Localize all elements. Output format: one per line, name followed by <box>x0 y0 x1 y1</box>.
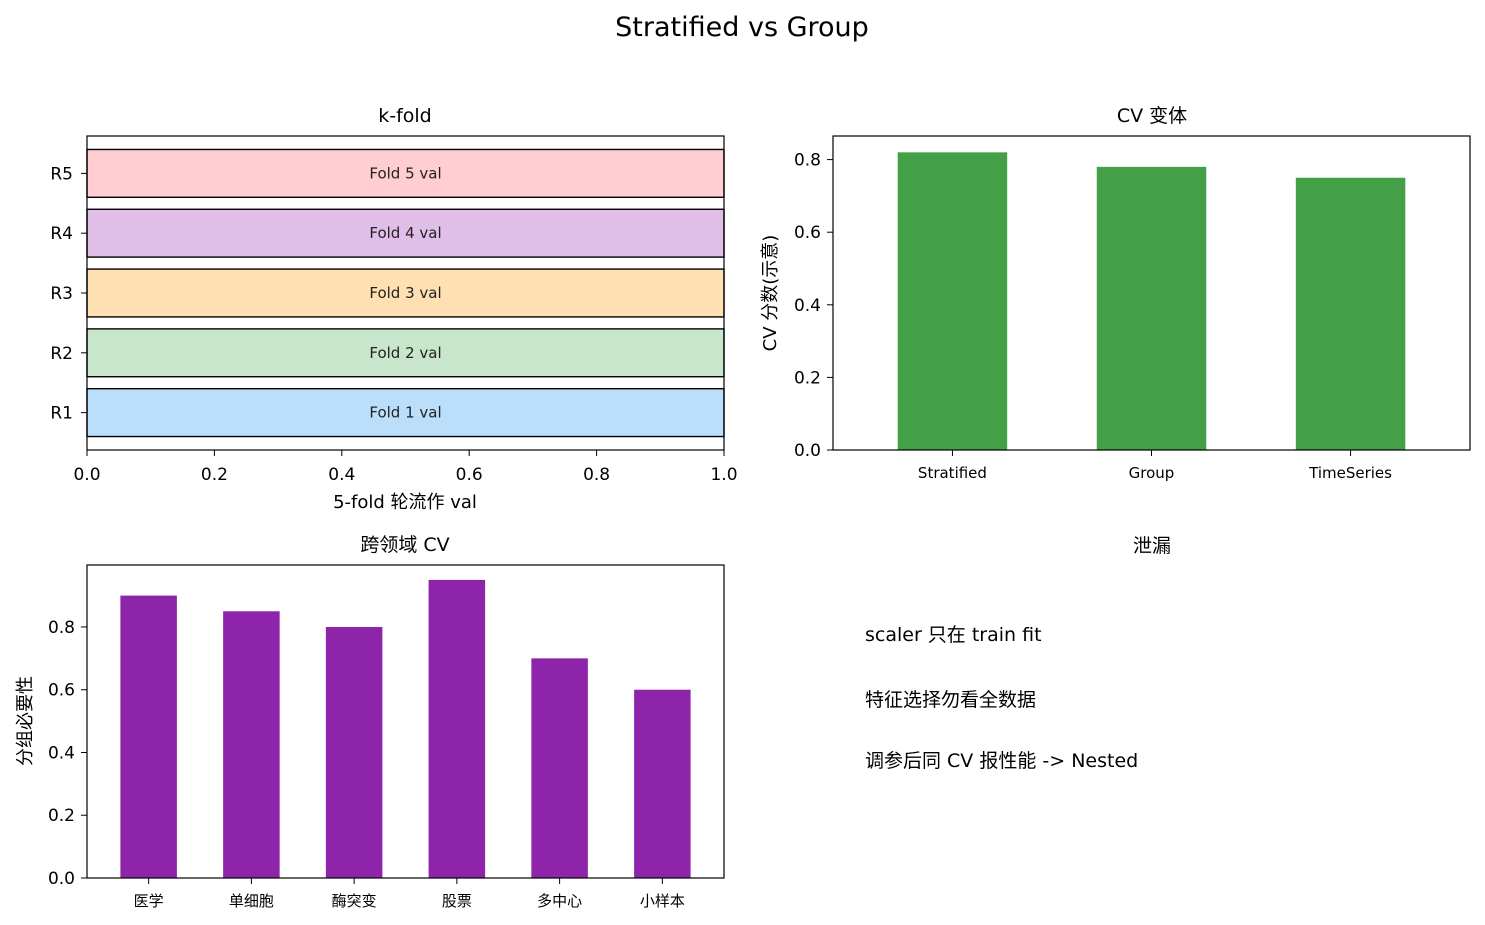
cv-variants-bar-3 <box>1295 177 1406 450</box>
kfold-ytick-label-2: R2 <box>50 344 73 364</box>
leakage-panel: 泄漏 scaler 只在 train fit 特征选择勿看全数据 调参后同 CV… <box>865 535 1171 772</box>
kfold-bar-2 <box>86 328 725 378</box>
cv-variants-xtick-label-1: Stratified <box>918 464 987 482</box>
kfold-bar-4 <box>86 208 725 258</box>
kfold-panel: k-fold Fold 1 val R1 Fold 2 val R2 Fold 3 va… <box>50 105 737 513</box>
kfold-ytick-label-1: R1 <box>50 404 73 424</box>
cross-domain-bar-3 <box>325 626 383 878</box>
figure-title: Stratified vs Group <box>615 12 869 43</box>
kfold-axes-frame <box>86 135 725 451</box>
cross-domain-panel: 跨领域 CV 医学 单细胞 酶突变 股票 多中心 小样本 0.0 0.2 0.4 0.6 0.8 分… <box>15 534 725 910</box>
cv-variants-bar-2 <box>1096 166 1207 451</box>
kfold-xtick-label-1: 0.2 <box>201 465 228 485</box>
kfold-ytick-label-4: R4 <box>50 224 73 244</box>
cv-variants-xtick-label-3: TimeSeries <box>1308 464 1392 482</box>
cross-domain-ylabel: 分组必要性 <box>15 676 36 766</box>
cross-domain-xtick-label-1: 医学 <box>134 892 164 910</box>
cv-variants-axes-frame <box>832 135 1471 451</box>
cross-domain-title: 跨领域 CV <box>360 534 449 556</box>
kfold-marks: Fold 1 val R1 Fold 2 val R2 Fold 3 val R3 Fold… <box>50 148 738 485</box>
kfold-bar-label-5: Fold 5 val <box>369 164 441 182</box>
cv-variants-ytick-label-4: 0.8 <box>794 151 821 171</box>
cross-domain-xtick-label-3: 酶突变 <box>332 892 377 910</box>
kfold-bar-label-2: Fold 2 val <box>369 344 441 362</box>
cross-domain-ytick-label-0: 0.0 <box>48 869 75 889</box>
leakage-note-scaler: scaler 只在 train fit <box>865 624 1042 646</box>
kfold-bar-label-3: Fold 3 val <box>369 284 441 302</box>
cv-variants-xtick-label-2: Group <box>1129 464 1175 482</box>
cross-domain-xtick-label-5: 多中心 <box>537 892 582 910</box>
kfold-xtick-label-5: 1.0 <box>710 465 737 485</box>
kfold-xlabel: 5-fold 轮流作 val <box>333 492 477 513</box>
kfold-ytick-label-5: R5 <box>50 164 73 184</box>
cross-domain-bar-2 <box>223 611 280 878</box>
kfold-ytick-label-3: R3 <box>50 284 73 304</box>
cv-variants-ytick-label-0: 0.0 <box>794 441 821 461</box>
cv-variants-marks: Stratified Group TimeSeries 0.0 0.2 0.4 0.6 0.8 <box>794 151 1406 482</box>
kfold-bar-label-1: Fold 1 val <box>369 404 441 422</box>
kfold-xtick-label-4: 0.8 <box>583 465 610 485</box>
cross-domain-bar-4 <box>428 579 486 878</box>
cross-domain-ytick-label-1: 0.2 <box>48 806 75 826</box>
leakage-title: 泄漏 <box>1133 535 1171 557</box>
cross-domain-xtick-label-2: 单细胞 <box>229 892 274 910</box>
cross-domain-axes-frame <box>86 564 725 879</box>
cv-variants-ytick-label-3: 0.6 <box>794 223 821 243</box>
kfold-xtick-label-0: 0.0 <box>73 465 100 485</box>
cross-domain-xtick-label-4: 股票 <box>442 892 472 910</box>
cv-variants-title: CV 变体 <box>1117 105 1187 127</box>
cross-domain-bar-5 <box>531 658 588 878</box>
kfold-bar-label-4: Fold 4 val <box>369 224 441 242</box>
leakage-note-nested: 调参后同 CV 报性能 -> Nested <box>865 750 1138 772</box>
cv-variants-ytick-label-1: 0.2 <box>794 368 821 388</box>
cross-domain-ytick-label-4: 0.8 <box>48 618 75 638</box>
cross-domain-bar-6 <box>634 689 691 878</box>
cross-domain-ytick-label-3: 0.6 <box>48 681 75 701</box>
cv-variants-bar-1 <box>897 152 1008 450</box>
cv-variants-ylabel: CV 分数(示意) <box>760 235 781 352</box>
cv-variants-ytick-label-2: 0.4 <box>794 296 821 316</box>
cross-domain-marks: 医学 单细胞 酶突变 股票 多中心 小样本 0.0 0.2 0.4 0.6 0.8 <box>48 579 691 910</box>
cv-variants-panel: CV 变体 Stratified Group TimeSeries 0.0 0.2 0.4… <box>760 105 1471 482</box>
cross-domain-bar-1 <box>120 595 177 878</box>
kfold-bar-1 <box>86 387 725 438</box>
kfold-xtick-label-2: 0.4 <box>328 465 355 485</box>
kfold-xtick-label-3: 0.6 <box>456 465 483 485</box>
leakage-note-feature-selection: 特征选择勿看全数据 <box>865 689 1036 711</box>
cross-domain-xtick-label-6: 小样本 <box>640 892 685 910</box>
cross-domain-ytick-label-2: 0.4 <box>48 743 75 763</box>
kfold-title: k-fold <box>378 105 432 127</box>
